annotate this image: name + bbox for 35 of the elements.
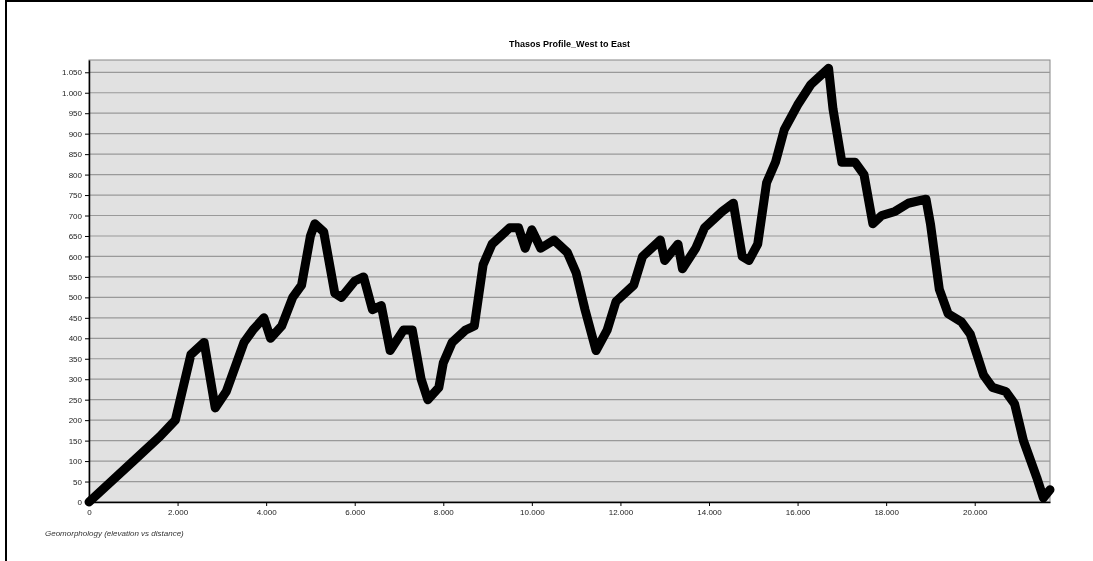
- y-tick-label: 600: [68, 252, 83, 262]
- x-tick-label: 10.000: [520, 507, 546, 517]
- y-tick-label: 100: [68, 457, 83, 467]
- y-tick-label: 700: [68, 211, 83, 221]
- x-tick-label: 4.000: [256, 507, 278, 517]
- x-tick-label: 6.000: [345, 507, 366, 517]
- y-tick-label: 200: [68, 416, 83, 426]
- y-tick-label: 850: [68, 150, 83, 160]
- text: Geomorphology (elevation vs distance): [45, 529, 185, 538]
- y-tick-label: 500: [68, 293, 83, 303]
- x-tick-label: 18.000: [874, 507, 900, 517]
- y-tick-label: 1.000: [61, 88, 83, 98]
- y-tick-label: 350: [68, 354, 83, 364]
- x-tick-label: 0: [87, 507, 93, 517]
- y-tick-label: 400: [68, 334, 83, 344]
- x-tick-label: 20.000: [962, 507, 988, 517]
- y-tick-label: 250: [68, 395, 83, 405]
- chart-title: Thasos Profile_West to East: [509, 39, 630, 49]
- x-tick-label: 14.000: [697, 507, 723, 517]
- x-tick-label: 2.000: [168, 507, 189, 517]
- x-tick-label: 12.000: [608, 507, 634, 517]
- y-tick-label: 900: [68, 129, 83, 139]
- y-tick-label: 750: [68, 191, 83, 201]
- x-tick-label: 8.000: [433, 507, 455, 517]
- x-tick-label: 16.000: [785, 507, 811, 517]
- y-tick-label: 150: [68, 436, 83, 446]
- y-tick-label: 950: [68, 109, 83, 119]
- y-tick-label: 300: [68, 375, 83, 385]
- y-tick-label: 450: [68, 313, 83, 323]
- y-tick-label: 1.050: [61, 68, 83, 78]
- y-tick-label: 550: [68, 272, 83, 282]
- y-tick-label: 0: [77, 498, 83, 508]
- y-tick-label: 800: [68, 170, 83, 180]
- y-tick-label: 50: [73, 477, 83, 487]
- y-tick-label: 650: [68, 232, 83, 242]
